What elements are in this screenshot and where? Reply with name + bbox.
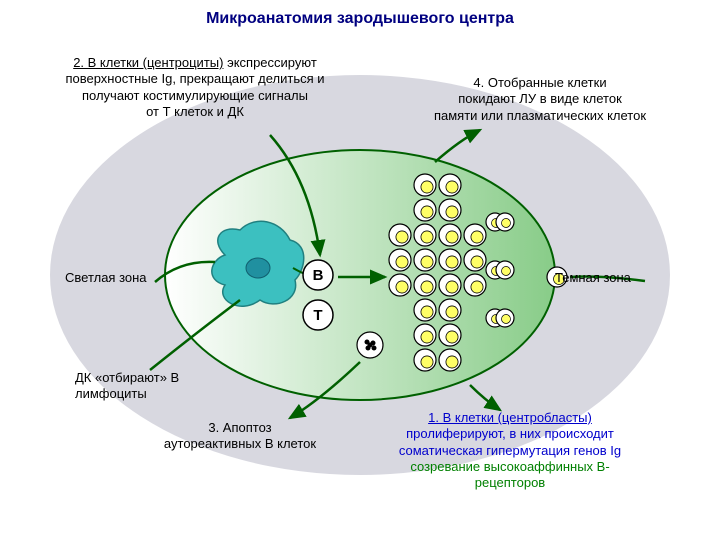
text-3-apoptosis: 3. Апоптоз аутореактивных В клеток [130,420,350,453]
dendritic-nucleus [246,258,270,278]
apoptotic-cell [357,332,383,358]
text-1-centroblasts: 1. В клетки (центробласты) пролиферируют… [365,410,655,491]
dividing-cells [486,213,514,327]
diagram-title: Микроанатомия зародышевого центра [0,10,720,28]
dark-zone-label: Темная зона [555,270,631,286]
text-2-underline: 2. В клетки (центроциты) [73,55,223,70]
text-4-exit: 4. Отобранные клетки покидают ЛУ в виде … [400,75,680,124]
dc-select-text: ДК «отбирают» В лимфоциты [75,370,235,403]
text-1-underline: 1. В клетки (центробласты) [428,410,592,425]
svg-text:В: В [313,267,324,284]
light-zone-label: Светлая зона [65,270,147,286]
svg-text:Т: Т [313,307,322,324]
text-2-centrocytes: 2. В клетки (центроциты) экспрессируют п… [35,55,355,120]
